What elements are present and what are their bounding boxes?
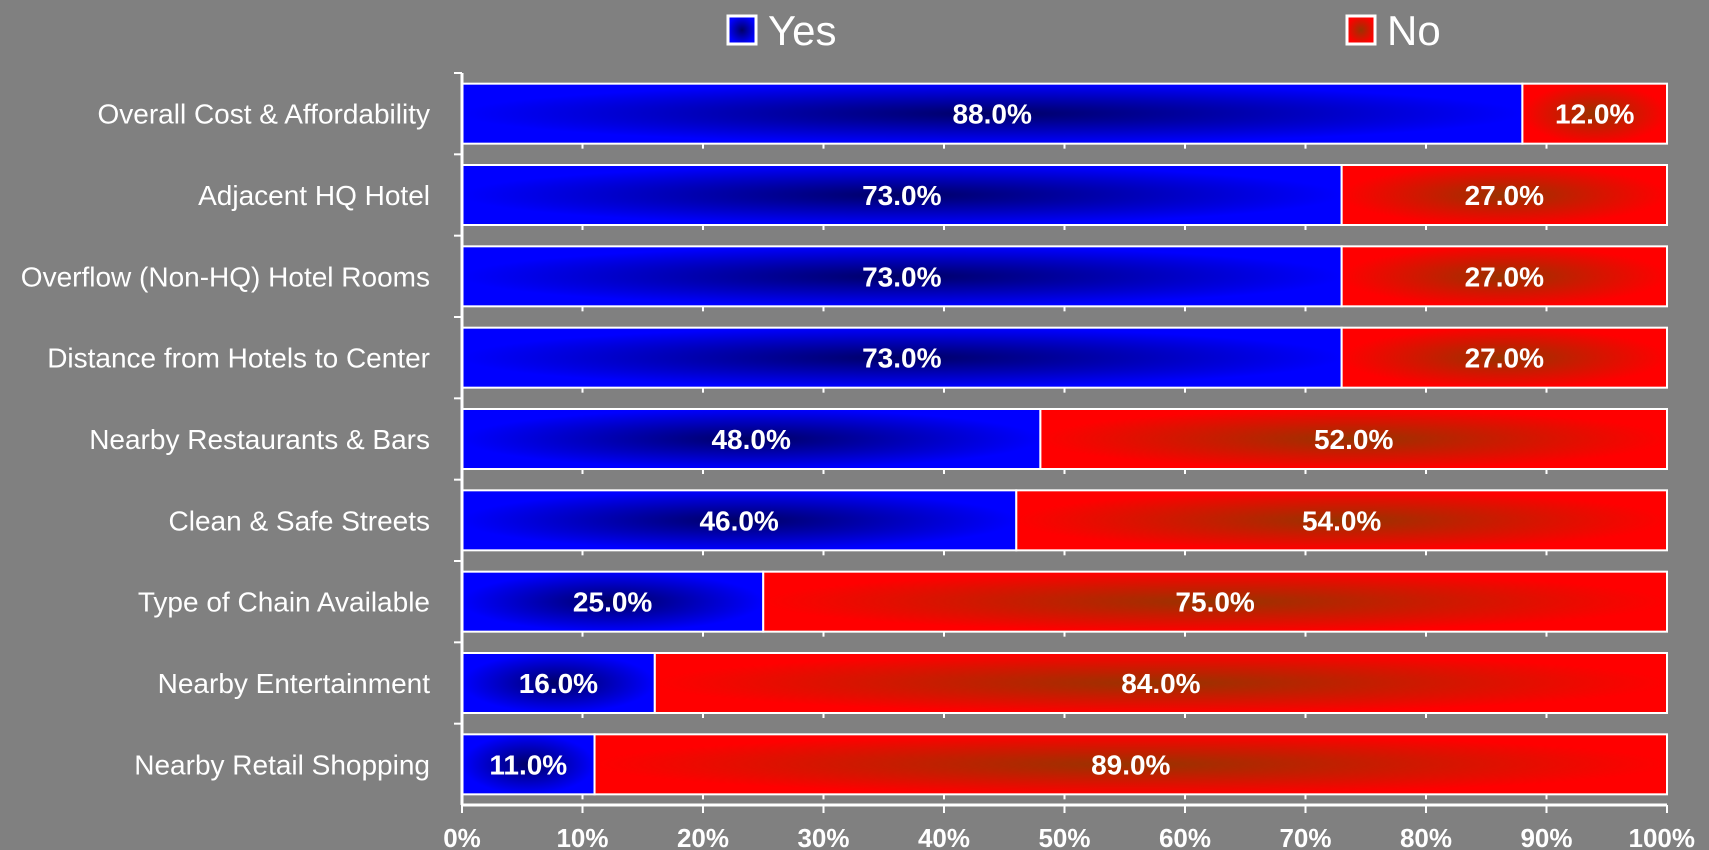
data-label-no-8: 89.0% — [1091, 749, 1170, 780]
data-label-yes-4: 48.0% — [711, 424, 790, 455]
bar-no-4 — [1039, 408, 1668, 470]
x-tick-label-9: 90% — [1520, 823, 1572, 850]
bar-no-7 — [653, 652, 1668, 714]
bar-no-5 — [1015, 489, 1668, 552]
data-label-yes-5: 46.0% — [699, 505, 778, 536]
bar-yes-1 — [461, 164, 1343, 226]
category-label-5: Clean & Safe Streets — [169, 505, 430, 536]
category-label-6: Type of Chain Available — [138, 587, 430, 618]
bar-no-1 — [1340, 164, 1669, 226]
data-label-yes-1: 73.0% — [862, 180, 941, 211]
legend-swatch-yes — [726, 14, 758, 46]
category-label-1: Adjacent HQ Hotel — [198, 180, 430, 211]
category-label-0: Overall Cost & Affordability — [97, 99, 430, 130]
x-tick-label-1: 10% — [556, 823, 608, 850]
category-label-7: Nearby Entertainment — [158, 668, 431, 699]
x-tick-label-6: 60% — [1159, 823, 1211, 850]
legend-label-yes: Yes — [768, 7, 837, 54]
data-label-no-5: 54.0% — [1302, 505, 1381, 536]
bar-yes-0 — [461, 82, 1524, 145]
data-label-yes-7: 16.0% — [519, 668, 598, 699]
x-tick-label-3: 30% — [797, 823, 849, 850]
bar-yes-3 — [461, 326, 1343, 389]
x-tick-label-4: 40% — [918, 823, 970, 850]
data-label-yes-0: 88.0% — [952, 99, 1031, 130]
bar-yes-2 — [461, 245, 1343, 308]
data-label-yes-8: 11.0% — [489, 749, 567, 780]
category-label-2: Overflow (Non-HQ) Hotel Rooms — [21, 261, 430, 292]
legend: Yes No — [726, 7, 1441, 54]
x-tick-label-5: 50% — [1038, 823, 1090, 850]
x-tick-label-8: 80% — [1400, 823, 1452, 850]
category-label-4: Nearby Restaurants & Bars — [89, 424, 430, 455]
data-label-no-4: 52.0% — [1314, 424, 1393, 455]
data-label-no-0: 12.0% — [1555, 99, 1634, 130]
bar-no-0 — [1521, 82, 1669, 145]
x-tick-label-0: 0% — [443, 823, 481, 850]
x-tick-label-7: 70% — [1279, 823, 1331, 850]
legend-swatch-no — [1345, 14, 1377, 46]
category-label-3: Distance from Hotels to Center — [47, 343, 430, 374]
x-tick-label-2: 20% — [677, 823, 729, 850]
bars: 88.0% 12.0% 73.0% 27.0% 73.0% 27.0% 73.0% 27.0%… — [461, 82, 1669, 796]
bar-yes-6 — [461, 570, 765, 633]
data-label-no-6: 75.0% — [1175, 587, 1254, 618]
category-label-8: Nearby Retail Shopping — [134, 749, 430, 780]
bar-no-2 — [1340, 245, 1669, 308]
data-label-no-7: 84.0% — [1121, 668, 1200, 699]
axes: Overall Cost & Affordability Adjacent HQ … — [21, 72, 1696, 850]
data-label-yes-6: 25.0% — [573, 587, 652, 618]
data-label-no-1: 27.0% — [1465, 180, 1544, 211]
bar-no-8 — [593, 733, 1668, 796]
data-label-no-3: 27.0% — [1465, 343, 1544, 374]
bar-no-6 — [762, 570, 1668, 633]
bar-no-3 — [1340, 326, 1669, 389]
legend-label-no: No — [1387, 7, 1441, 54]
data-label-yes-3: 73.0% — [862, 343, 941, 374]
data-label-yes-2: 73.0% — [862, 261, 941, 292]
x-tick-label-10: 100% — [1629, 823, 1696, 850]
data-label-no-2: 27.0% — [1465, 261, 1544, 292]
